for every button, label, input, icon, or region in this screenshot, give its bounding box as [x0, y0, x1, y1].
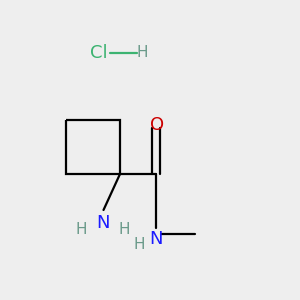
Text: H: H — [75, 222, 87, 237]
Text: H: H — [137, 45, 148, 60]
Text: N: N — [149, 230, 163, 247]
Text: Cl: Cl — [90, 44, 108, 62]
Text: O: O — [150, 116, 165, 134]
Text: N: N — [97, 214, 110, 232]
Text: H: H — [134, 237, 145, 252]
Text: H: H — [119, 222, 130, 237]
